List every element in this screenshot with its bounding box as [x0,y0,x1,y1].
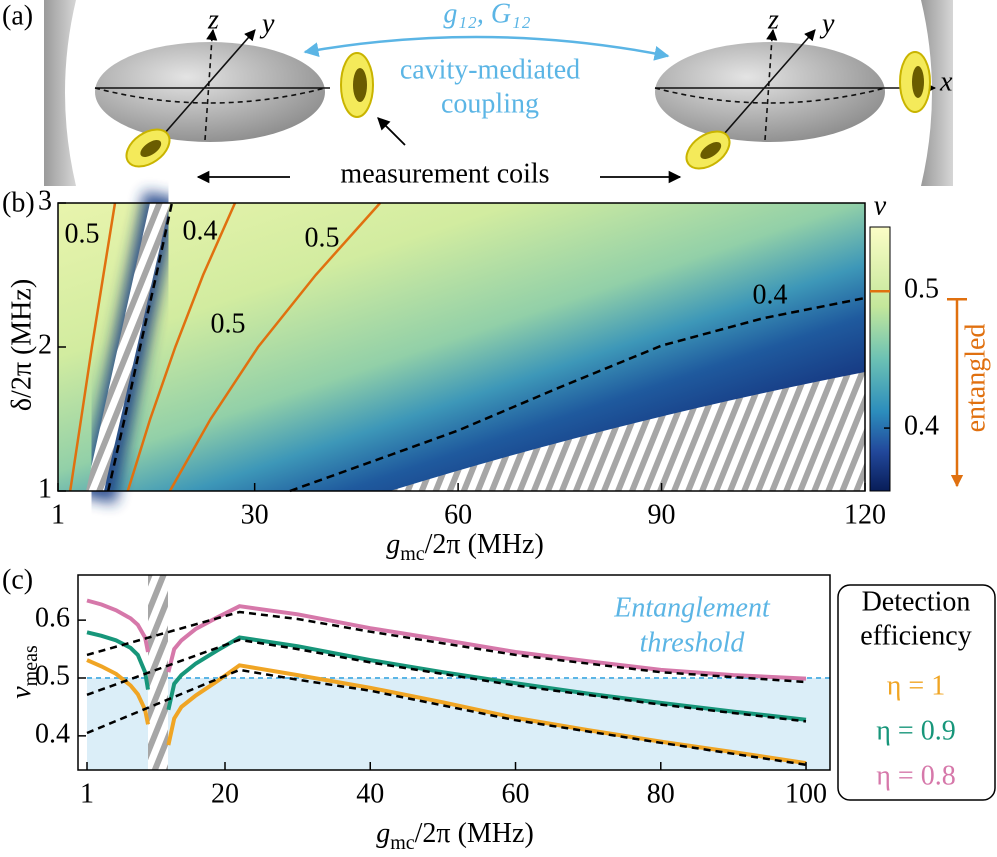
axis-name: z [767,4,779,35]
panel-label: (c) [2,564,33,595]
fit-line [86,668,807,767]
axis-label-main: g [386,529,400,560]
colorbar-label: ν [874,190,887,221]
arrow [377,117,406,146]
panel-label: (a) [2,0,33,31]
colorbar-tick-label: 0.5 [904,274,939,305]
axis-label-rest: /2π (MHz) [415,818,534,849]
coupling-label: g₁₂, G₁₂ [443,0,530,29]
y-tick-label: 2 [38,329,52,360]
contour-label: 0.4 [183,215,218,246]
x-tick-label: 40 [356,778,384,809]
axis-label: νmeas [6,645,41,699]
panel-a: (a) z y z y x g₁₂, G₁₂ cavity-mediated c… [2,0,953,189]
x-tick-label: 1 [51,499,65,530]
coil [899,51,931,113]
coupling-text: coupling [441,88,539,119]
x-tick-label: 60 [502,778,530,809]
colorbar-annotation: entangled [960,324,991,433]
axis-label-main: ν [6,686,37,699]
fit-line [86,638,807,723]
contour-line [68,202,117,492]
coil [685,130,731,170]
legend-entry: η = 0.8 [876,760,955,791]
contour-line [126,202,237,492]
x-tick-label: 120 [844,499,886,530]
x-tick-label: 20 [211,778,239,809]
x-tick-label: 60 [444,499,472,530]
axis-name: y [819,8,835,39]
coils-label: measurement coils [340,158,549,189]
excluded-region [148,575,168,770]
mirror [921,0,953,186]
threshold-region [87,677,831,770]
legend-title: Detection [862,586,971,617]
axis-name: y [259,8,275,39]
heatmap-field [58,191,865,504]
legend-entry: η = 1 [887,670,945,701]
fit-line [86,610,807,684]
contour-line [289,296,866,493]
x-tick-label: 1 [80,778,94,809]
y-tick-label: 0.4 [35,718,70,749]
axis-label: gmc/2π (MHz) [386,529,544,564]
contour-label: 0.4 [753,279,788,310]
ellipsoid [655,42,885,142]
axis-label: gmc/2π (MHz) [376,818,534,853]
excluded-region [390,372,865,491]
y-tick-label: 3 [38,185,52,216]
colorbar-tick-label: 0.4 [904,410,939,441]
contour-label: 0.5 [305,222,340,253]
threshold-label: threshold [640,627,746,658]
threshold-label: Entanglement [613,592,771,623]
contour-line [106,202,174,492]
x-tick-label: 100 [785,778,827,809]
ellipsoid [95,42,325,142]
x-tick-label: 90 [648,499,676,530]
axis-label-sub: meas [20,645,42,686]
axis-label-rest: /2π (MHz) [425,529,544,560]
coil [125,128,171,168]
mirror [44,0,76,186]
contour-line [168,202,382,492]
x-tick-label: 30 [241,499,269,530]
contour-label: 0.5 [65,218,100,249]
y-tick-label: 0.6 [35,603,70,634]
coupling-arrow [303,35,670,61]
legend-box [837,584,996,801]
y-tick-label: 1 [38,473,52,504]
colorbar [869,226,891,492]
coil [340,52,374,118]
contour-label: 0.5 [211,308,246,339]
plot-frame [77,574,831,771]
axis-name: z [207,4,219,35]
panel-label: (b) [2,187,35,218]
axis-label-sub: mc [400,543,425,565]
axes-right [654,28,937,151]
axis-label-sub: mc [390,832,415,854]
axis-name: x [939,66,953,97]
excluded-region [86,203,170,491]
x-tick-label: 80 [647,778,675,809]
axis-label-main: g [376,818,390,849]
legend-title: efficiency [860,620,971,651]
legend-entry: η = 0.9 [876,715,955,746]
axis-label: δ/2π (MHz) [6,279,37,411]
axes-left [94,28,330,151]
series-line [86,630,807,722]
coupling-text: cavity-mediated [400,54,580,85]
y-tick-label: 0.5 [35,660,70,691]
